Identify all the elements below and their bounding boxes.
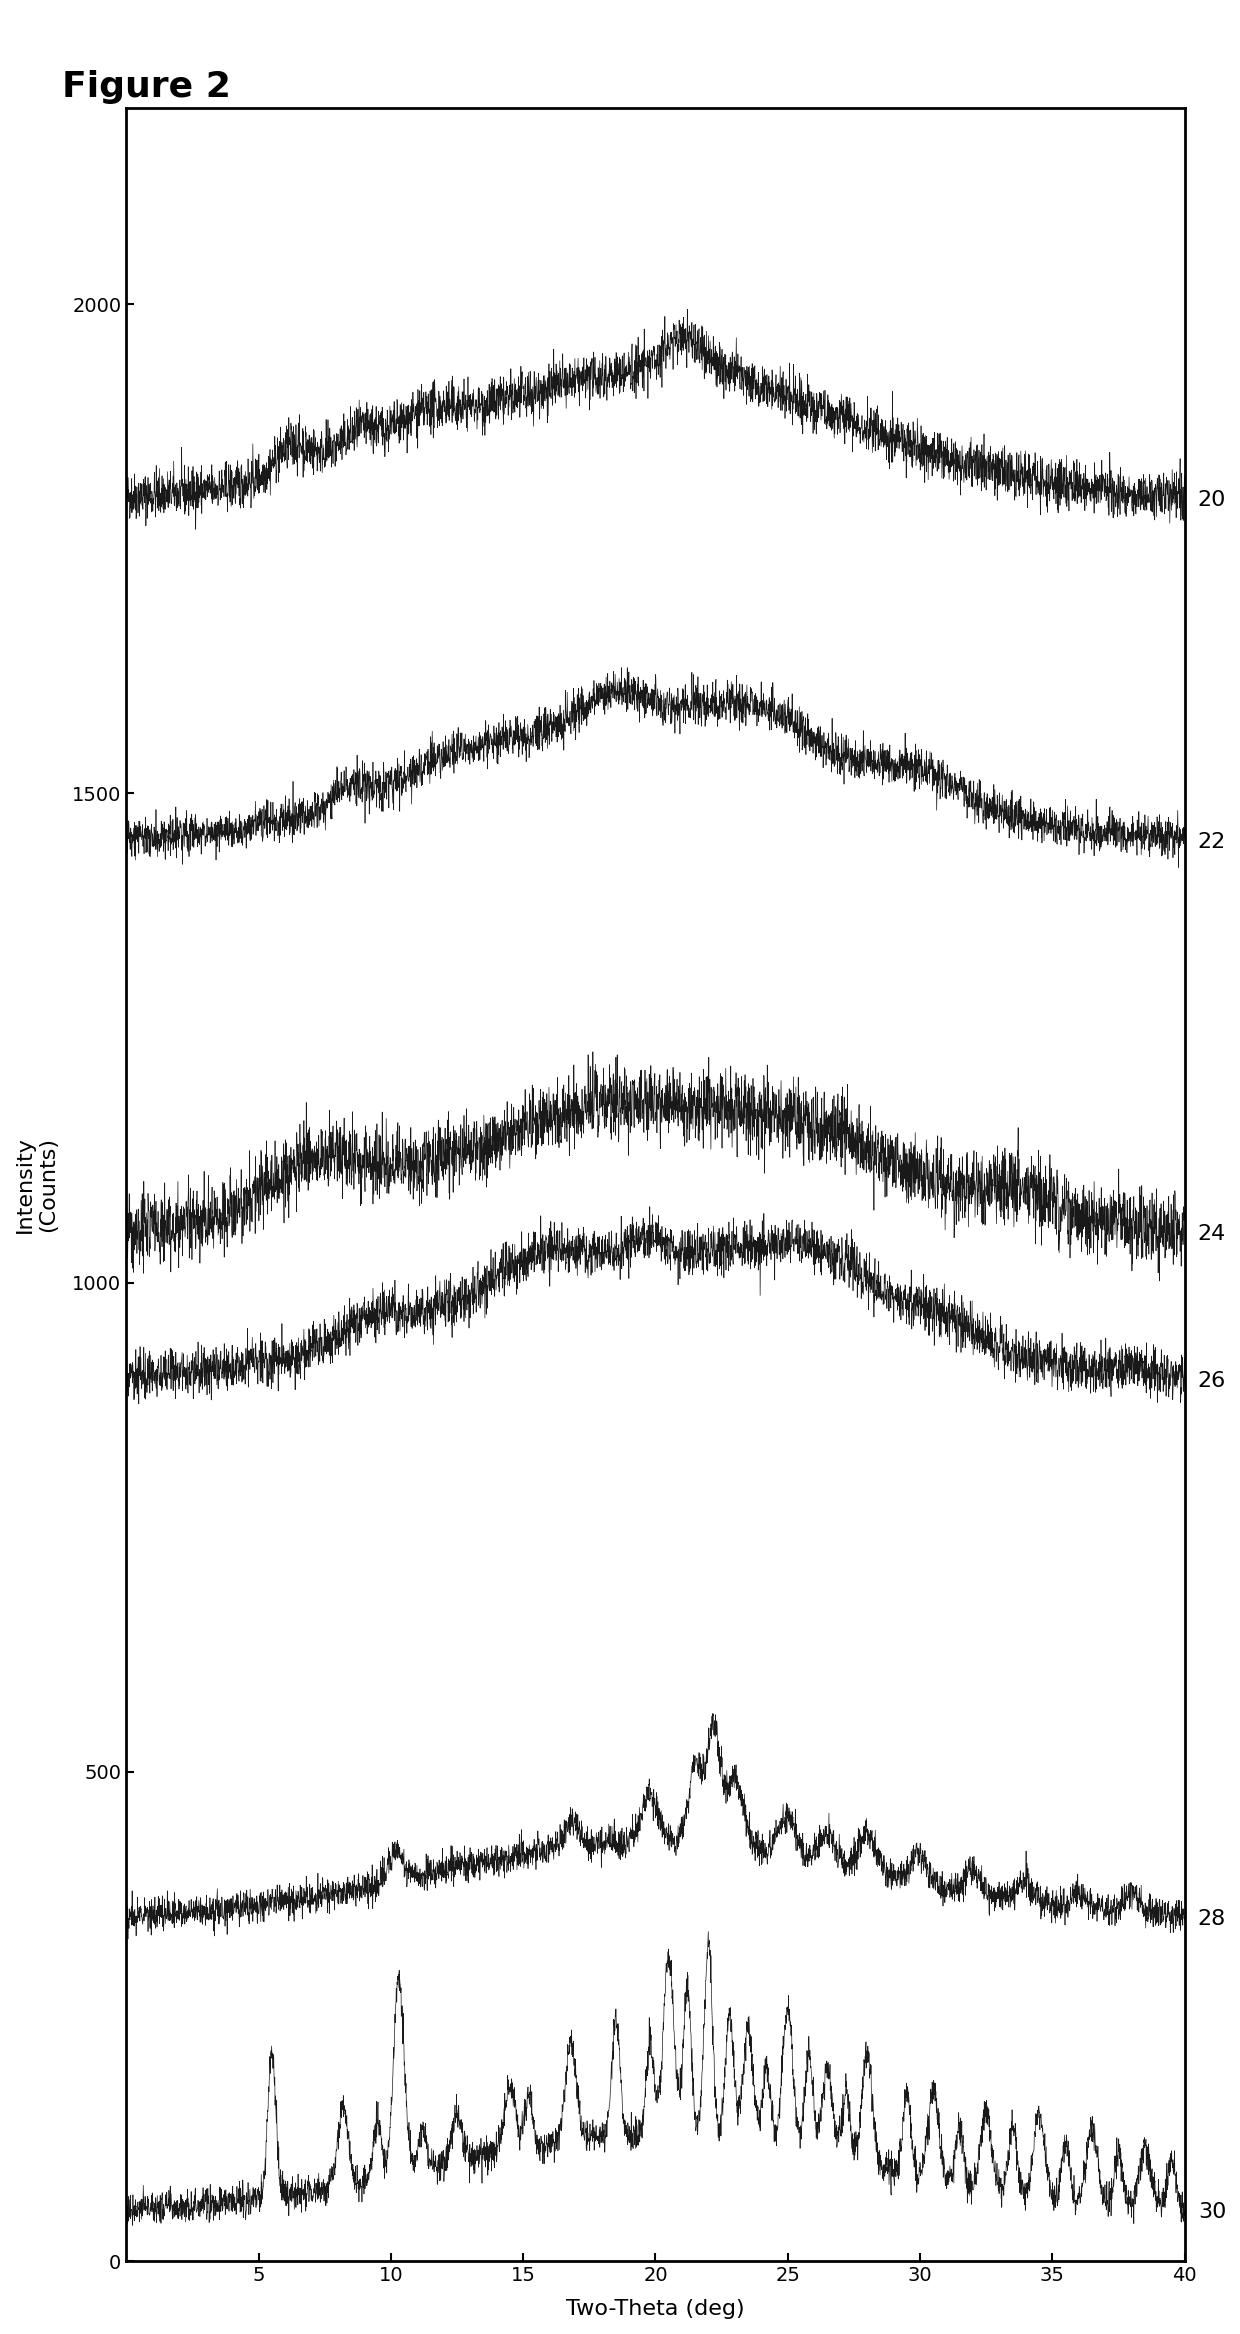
- Text: 20: 20: [1198, 490, 1226, 509]
- X-axis label: Two-Theta (deg): Two-Theta (deg): [567, 2299, 745, 2320]
- Text: 22: 22: [1198, 833, 1226, 852]
- Text: 26: 26: [1198, 1370, 1226, 1391]
- Text: 28: 28: [1198, 1909, 1226, 1928]
- Text: Figure 2: Figure 2: [62, 70, 231, 105]
- Y-axis label: Intensity
(Counts): Intensity (Counts): [15, 1137, 58, 1232]
- Text: 30: 30: [1198, 2203, 1226, 2222]
- Text: 24: 24: [1198, 1223, 1226, 1244]
